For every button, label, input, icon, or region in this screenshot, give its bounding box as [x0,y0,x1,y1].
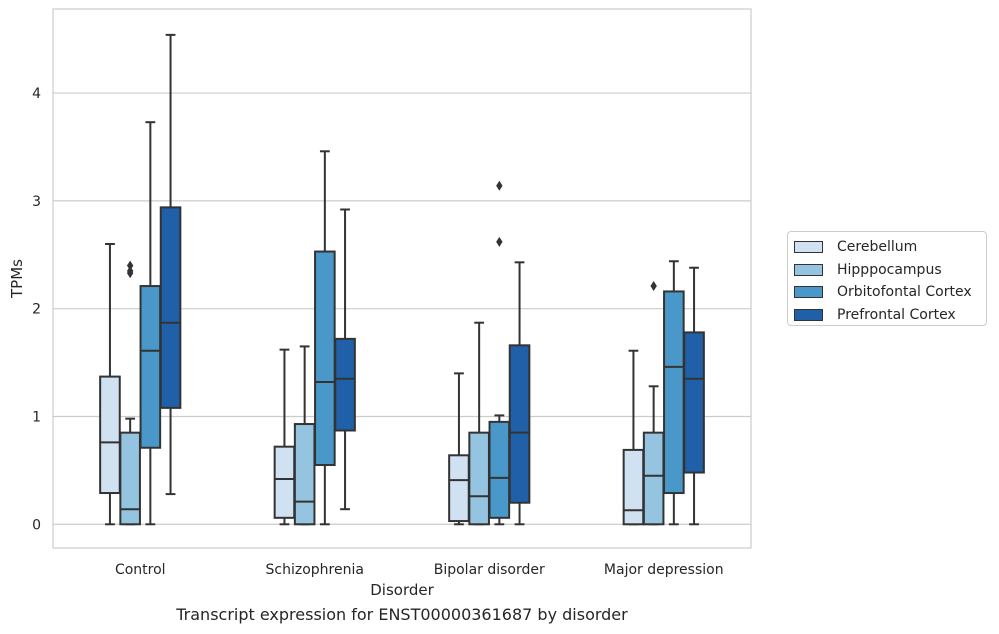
legend-label-hippocampus: Hipppocampus [837,261,942,278]
x-tick-label-1: Schizophrenia [266,562,364,578]
iqr-box [488,420,511,519]
legend-swatch-cerebellum [794,241,823,254]
x-tick-label-3: Major depression [604,562,724,578]
iqr-box [683,331,705,474]
legend-item-prefrontal-cortex: Prefrontal Cortex [794,304,980,327]
iqr-box [293,423,316,526]
iqr-box [468,431,490,526]
box-3-3 [683,266,705,526]
iqr-box [448,454,470,523]
x-axis-label: Disorder [370,581,434,599]
legend-swatch-prefrontal-cortex [794,308,823,321]
plot-area-frame [52,8,752,549]
box-0-1 [119,260,141,526]
box-3-1 [642,281,665,526]
legend: Cerebellum Hipppocampus Orbitofontal Cor… [787,231,987,326]
x-axis-ticks: Control Schizophrenia Bipolar disorder Majo… [115,562,724,578]
y-tick-label-1: 1 [32,409,41,425]
legend-label-prefrontal-cortex: Prefrontal Cortex [837,306,956,323]
legend-item-orbitofrontal-cortex: Orbitofontal Cortex [794,281,980,304]
iqr-box [663,290,685,495]
iqr-box [334,337,356,432]
outlier-marker-0 [650,281,657,292]
y-tick-label-4: 4 [32,86,41,102]
box-0-0 [99,243,121,526]
iqr-box [622,448,645,526]
iqr-box [508,344,531,504]
iqr-box [314,250,336,466]
y-tick-label-0: 0 [32,517,41,533]
outlier-marker-1 [126,265,134,276]
y-axis-label: TPMs [8,259,26,299]
box-0-3 [159,33,182,496]
box-1-1 [293,345,316,526]
legend-label-cerebellum: Cerebellum [837,239,918,256]
box-0-2 [139,121,162,526]
box-series [99,33,705,526]
iqr-box [273,445,296,519]
box-1-0 [273,348,296,526]
box-2-0 [448,372,470,526]
outlier-marker-1 [496,180,503,191]
legend-swatch-orbitofrontal-cortex [794,286,823,299]
iqr-box [139,285,162,449]
iqr-box [99,375,121,495]
figure-caption: Transcript expression for ENST0000036168… [176,605,628,624]
y-axis-ticks: 0 1 2 3 4 [32,86,41,533]
legend-swatch-hippocampus [794,263,823,276]
box-2-2 [488,180,511,526]
legend-item-hippocampus: Hipppocampus [794,259,980,282]
legend-label-orbitofrontal-cortex: Orbitofontal Cortex [837,284,972,301]
box-1-3 [334,208,356,511]
outlier-marker-0 [496,236,503,247]
y-tick-label-2: 2 [32,302,41,318]
box-2-1 [468,321,490,526]
x-tick-label-2: Bipolar disorder [434,562,545,578]
outlier-marker-2 [126,260,134,271]
x-tick-label-0: Control [115,562,166,578]
iqr-box [642,431,665,526]
y-tick-label-3: 3 [32,194,41,210]
box-2-3 [508,261,531,526]
box-3-0 [622,349,645,526]
legend-item-cerebellum: Cerebellum [794,236,980,259]
box-3-2 [663,260,685,526]
box-1-2 [314,150,336,526]
iqr-box [159,206,182,409]
iqr-box [119,431,141,526]
